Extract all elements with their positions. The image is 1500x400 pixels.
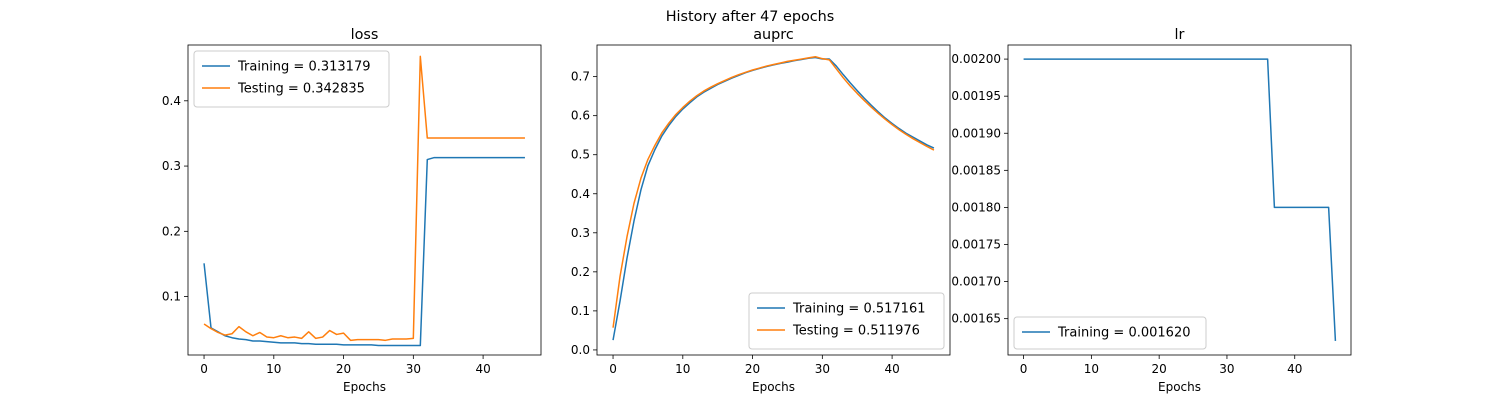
plot-frame (187, 44, 542, 356)
y-tick-label: 0.4 (162, 94, 181, 108)
series-line-testing (612, 55, 935, 328)
x-tick-label: 20 (745, 362, 760, 376)
legend-entry: Testing = 0.511976 (792, 324, 920, 339)
y-tick-label: 0.00165 (951, 312, 1001, 326)
y-tick-label: 0.7 (571, 70, 590, 84)
legend-box (748, 292, 945, 350)
x-tick-label: 30 (815, 362, 830, 376)
subplot-lr: lr 0 10 20 30 40 0.00165 0.00170 0.00175 0.00180 0… (951, 27, 1352, 394)
plot-frame (596, 44, 951, 356)
x-tick-label: 30 (1219, 362, 1234, 376)
subplot-title: auprc (753, 27, 794, 43)
x-tick-label: 40 (884, 362, 899, 376)
y-tick-label: 0.3 (571, 226, 590, 240)
x-tick-label: 10 (1084, 362, 1099, 376)
subplot-title: lr (1175, 27, 1185, 43)
series-line-training (203, 156, 525, 347)
y-tick-label: 0.6 (571, 109, 590, 123)
y-tick-label: 0.00195 (951, 89, 1001, 103)
x-tick-label: 30 (406, 362, 421, 376)
legend-entry: Training = 0.313179 (237, 60, 370, 75)
y-tick-label: 0.00170 (951, 275, 1001, 289)
x-tick-label: 0 (609, 362, 617, 376)
x-tick-label: 0 (1020, 362, 1028, 376)
x-tick-label: 40 (475, 362, 490, 376)
y-tick-label: 0.00200 (951, 52, 1001, 66)
x-tick-label: 0 (200, 362, 208, 376)
x-tick-label: 20 (336, 362, 351, 376)
x-axis-label: Epochs (1158, 380, 1201, 394)
x-axis-label: Epochs (343, 380, 386, 394)
plot-frame (1007, 44, 1352, 356)
y-tick-label: 0.00185 (951, 163, 1001, 177)
y-tick-label: 0.1 (571, 304, 590, 318)
x-tick-label: 20 (1152, 362, 1167, 376)
legend: Training = 0.517161 Testing = 0.511976 (748, 292, 945, 350)
y-tick-label: 0.5 (571, 148, 590, 162)
x-tick-label: 40 (1287, 362, 1302, 376)
legend-entry: Testing = 0.342835 (237, 82, 365, 97)
series-line-testing (203, 55, 525, 342)
subplot-title: loss (351, 27, 379, 43)
y-tick-label: 0.1 (162, 290, 181, 304)
subplot-auprc: auprc 0 10 20 30 40 0.0 0.1 0.2 0.3 0.4 0.5 0.6 0.7 Ep… (571, 27, 951, 394)
x-tick-label: 10 (675, 362, 690, 376)
legend-box (193, 50, 390, 108)
y-tick-label: 0.00175 (951, 237, 1001, 251)
y-tick-label: 0.4 (571, 187, 590, 201)
y-tick-label: 0.00190 (951, 126, 1001, 140)
y-tick-label: 0.0 (571, 343, 590, 357)
legend-entry: Training = 0.001620 (1057, 326, 1190, 341)
series-line-training (1023, 58, 1337, 341)
legend-box (1013, 316, 1207, 350)
y-tick-label: 0.2 (571, 265, 590, 279)
x-axis-label: Epochs (752, 380, 795, 394)
y-tick-label: 0.3 (162, 159, 181, 173)
y-tick-label: 0.00180 (951, 200, 1001, 214)
x-tick-label: 10 (266, 362, 281, 376)
figure-suptitle: History after 47 epochs (666, 9, 835, 25)
legend: Training = 0.001620 (1013, 316, 1207, 350)
legend-entry: Training = 0.517161 (792, 302, 925, 317)
subplot-loss: loss 0 10 20 30 40 0.1 0.2 0.3 0.4 Epochs Training … (162, 27, 542, 394)
y-tick-label: 0.2 (162, 224, 181, 238)
legend: Training = 0.313179 Testing = 0.342835 (193, 50, 390, 108)
subplot-panels: loss 0 10 20 30 40 0.1 0.2 0.3 0.4 Epochs Training … (162, 27, 1352, 394)
